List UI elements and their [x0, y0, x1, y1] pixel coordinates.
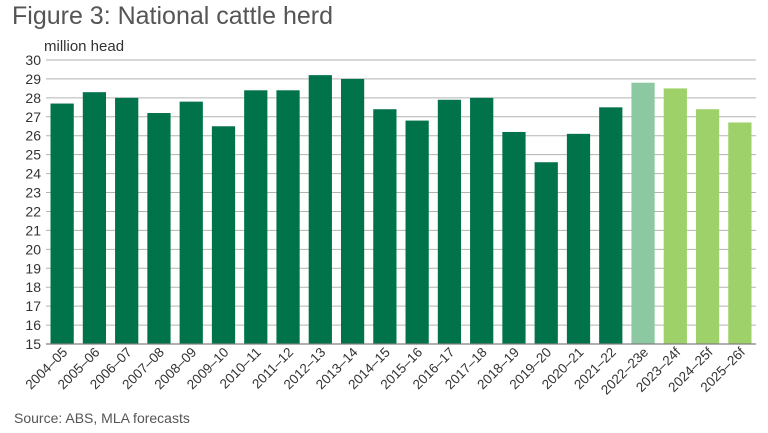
bar [82, 92, 107, 344]
bar [147, 113, 171, 344]
source-note: Source: ABS, MLA forecasts [14, 410, 190, 426]
y-tick-label: 18 [25, 279, 41, 295]
y-tick-label: 25 [25, 147, 41, 163]
bar [179, 101, 203, 344]
y-tick-label: 24 [25, 166, 41, 182]
bar [244, 90, 268, 344]
bar [470, 97, 494, 344]
y-tick-label: 27 [25, 109, 41, 125]
y-axis-ticks: 15 16 17 18 19 20 21 22 23 24 25 26 27 28 29 30 [25, 52, 41, 352]
y-tick-label: 23 [25, 185, 41, 201]
bar [566, 133, 591, 344]
y-tick-label: 15 [25, 336, 41, 352]
bar [534, 162, 558, 344]
x-axis-ticks: 2004–052005–062006–072007–082008–092009–… [22, 344, 748, 397]
y-tick-label: 26 [25, 128, 41, 144]
chart-title: Figure 3: National cattle herd [12, 2, 334, 30]
bar [115, 97, 139, 344]
bar [405, 120, 429, 344]
y-tick-label: 30 [25, 52, 41, 68]
bar [308, 75, 332, 344]
bar [211, 126, 236, 345]
bar [340, 78, 365, 344]
bar [631, 82, 655, 344]
bar [502, 131, 526, 344]
y-tick-label: 17 [25, 298, 41, 314]
bar [373, 109, 397, 344]
y-tick-label: 20 [25, 241, 41, 257]
bars [50, 75, 752, 345]
y-tick-label: 19 [25, 260, 41, 276]
y-tick-label: 28 [25, 90, 41, 106]
y-axis-unit-label: million head [44, 38, 125, 55]
y-tick-label: 21 [25, 222, 41, 238]
bar [437, 99, 462, 344]
bar [695, 109, 720, 344]
bar [599, 107, 623, 344]
y-tick-label: 22 [25, 203, 41, 219]
bar [50, 103, 74, 345]
y-tick-label: 16 [25, 317, 41, 333]
bar [728, 122, 752, 344]
bar [276, 90, 300, 344]
y-tick-label: 29 [25, 71, 41, 87]
bar [663, 88, 687, 345]
